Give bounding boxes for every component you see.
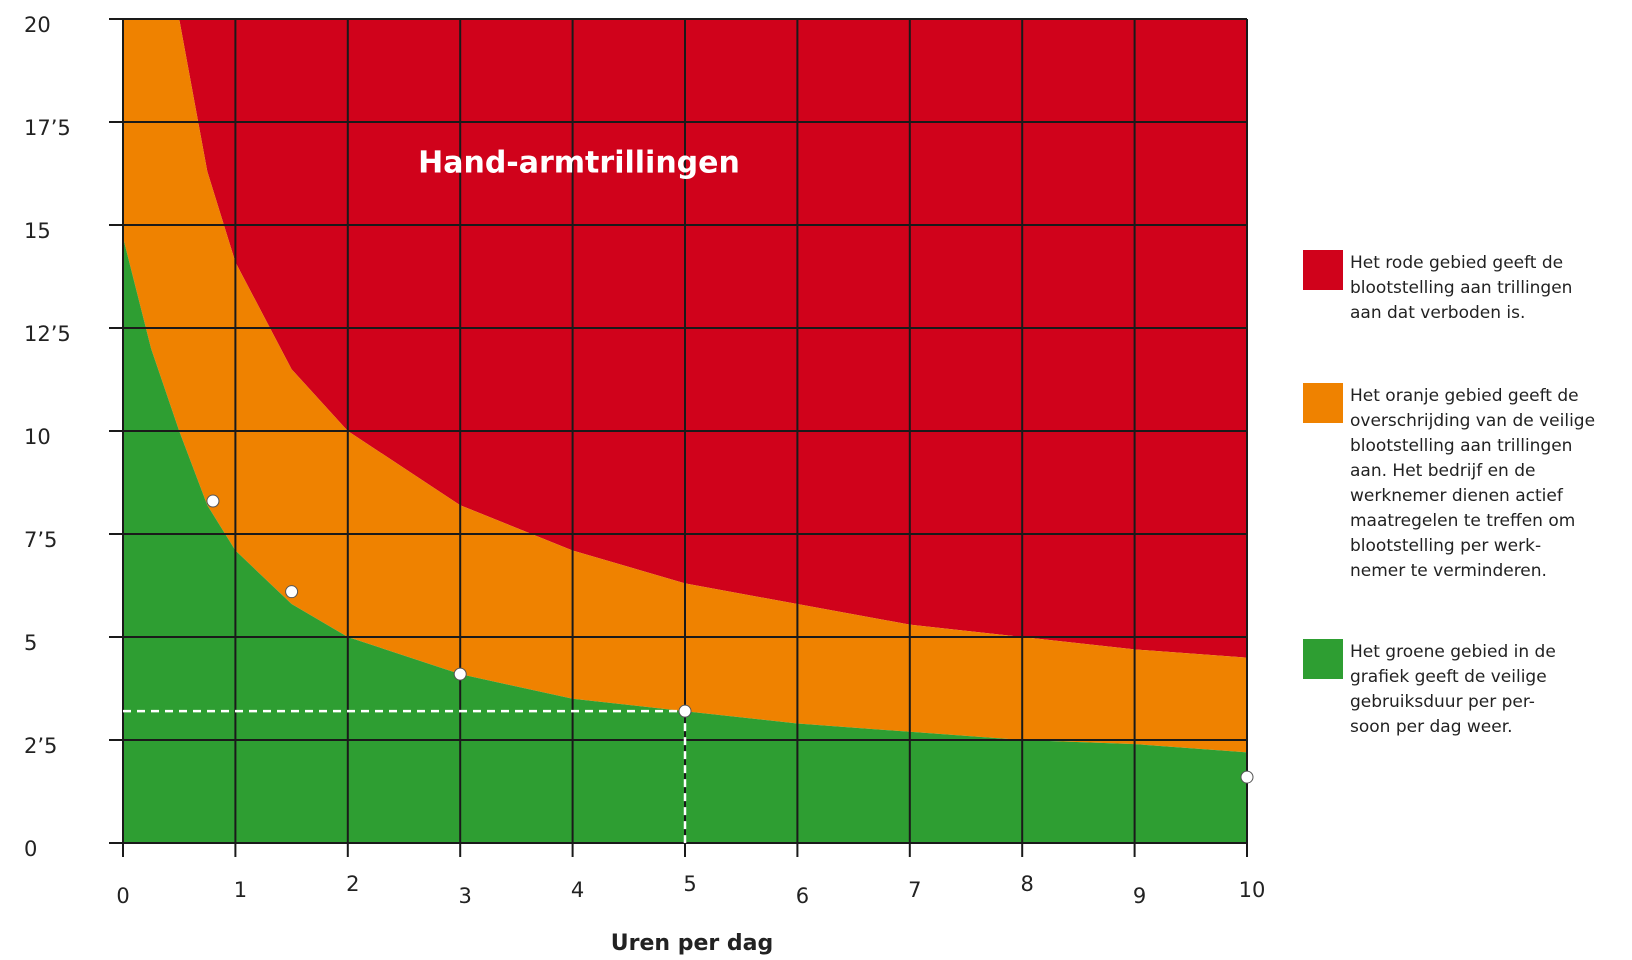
legend-text: aan dat verboden is. bbox=[1350, 303, 1525, 323]
legend-text: gebruiksduur per per- bbox=[1350, 692, 1535, 712]
x-tick-label: 0 bbox=[116, 884, 129, 908]
y-tick-label: 15 bbox=[24, 219, 51, 243]
y-tick-label: 17’5 bbox=[24, 116, 71, 140]
y-tick-label: 20 bbox=[24, 13, 51, 37]
y-tick-label: 0 bbox=[24, 837, 37, 861]
x-tick-label: 6 bbox=[796, 884, 809, 908]
legend-text: soon per dag weer. bbox=[1350, 717, 1513, 737]
x-tick-label: 10 bbox=[1239, 878, 1266, 902]
y-tick-label: 7’5 bbox=[24, 528, 57, 552]
point bbox=[454, 668, 466, 680]
point bbox=[1241, 771, 1253, 783]
legend-text: werknemer dienen actief bbox=[1350, 486, 1564, 506]
y-tick-label: 12’5 bbox=[24, 322, 71, 346]
legend-text: Het rode gebied geeft de bbox=[1350, 253, 1563, 273]
x-tick-label: 8 bbox=[1021, 872, 1034, 896]
x-tick-label: 1 bbox=[234, 878, 247, 902]
legend-text: maatregelen te treffen om bbox=[1350, 511, 1575, 531]
legend-text: blootstelling aan trillingen bbox=[1350, 436, 1572, 456]
legend-text: Het oranje gebied geeft de bbox=[1350, 386, 1579, 406]
legend-text: grafiek geeft de veilige bbox=[1350, 667, 1547, 687]
point bbox=[286, 586, 298, 598]
x-tick-label: 3 bbox=[459, 884, 472, 908]
legend-text: overschrijding van de veilige bbox=[1350, 411, 1595, 431]
point bbox=[679, 705, 691, 717]
legend-text: aan. Het bedrijf en de bbox=[1350, 461, 1535, 481]
legend-swatch bbox=[1303, 383, 1343, 423]
legend-swatch bbox=[1303, 639, 1343, 679]
legend-swatch bbox=[1303, 250, 1343, 290]
x-tick-label: 9 bbox=[1133, 884, 1146, 908]
x-tick-label: 5 bbox=[683, 872, 696, 896]
x-axis-label: Uren per dag bbox=[611, 931, 773, 956]
chart: Hand-armtrillingen Uren per dag 0 1 2 3 4 5 6 7… bbox=[0, 0, 1632, 960]
legend-text: blootstelling aan trillingen bbox=[1350, 278, 1572, 298]
x-tick-label: 2 bbox=[346, 872, 359, 896]
point bbox=[207, 495, 219, 507]
legend-text: blootstelling per werk- bbox=[1350, 536, 1541, 556]
legend-text: Het groene gebied in de bbox=[1350, 642, 1556, 662]
x-tick-label: 4 bbox=[571, 878, 584, 902]
y-tick-label: 5 bbox=[24, 631, 37, 655]
y-tick-label: 2’5 bbox=[24, 734, 57, 758]
legend-text: nemer te verminderen. bbox=[1350, 561, 1547, 581]
y-tick-label: 10 bbox=[24, 425, 51, 449]
chart-title: Hand-armtrillingen bbox=[418, 146, 740, 181]
x-tick-label: 7 bbox=[908, 878, 921, 902]
